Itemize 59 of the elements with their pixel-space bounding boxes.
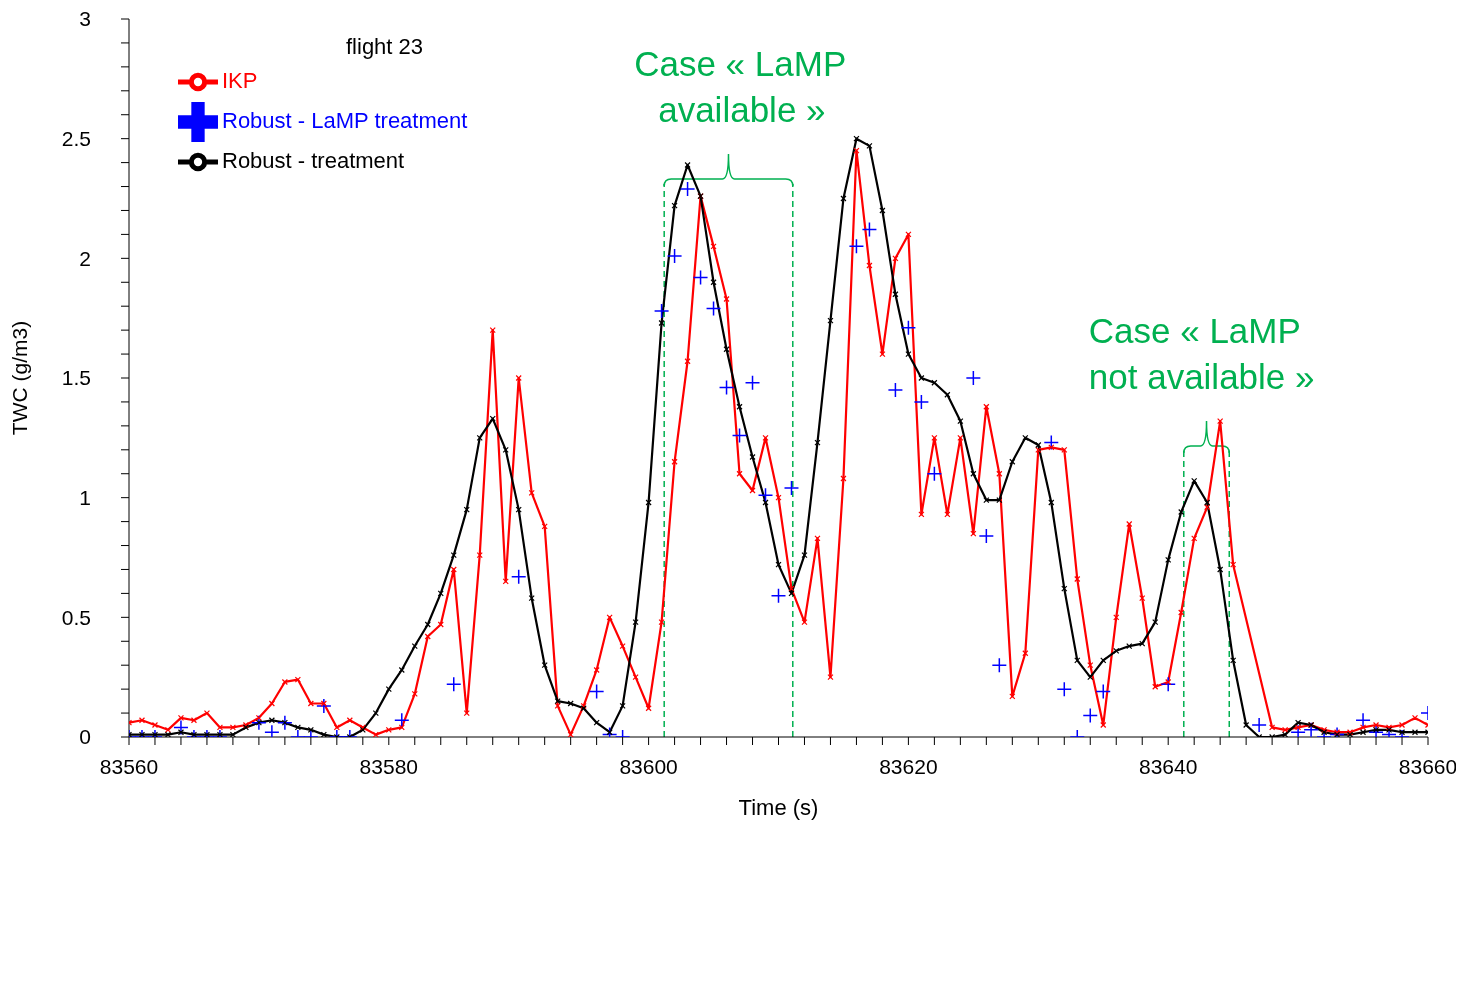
x-tick-label: 83600 bbox=[619, 754, 678, 778]
point bbox=[1355, 712, 1371, 728]
point bbox=[588, 683, 605, 700]
point bbox=[718, 379, 735, 396]
x-tick-label: 83580 bbox=[359, 754, 418, 778]
y-tick-label: 2.5 bbox=[61, 127, 91, 151]
y-tick-label: 3 bbox=[79, 7, 91, 31]
point bbox=[1056, 681, 1073, 697]
annotation: Case « LaMP available » bbox=[634, 44, 847, 129]
legend-label: Robust - treatment bbox=[222, 147, 405, 173]
point bbox=[900, 319, 917, 336]
point bbox=[264, 724, 280, 737]
point bbox=[705, 300, 722, 317]
point bbox=[913, 394, 930, 410]
point bbox=[978, 528, 995, 544]
point bbox=[1251, 717, 1267, 733]
point bbox=[991, 657, 1008, 673]
point bbox=[848, 238, 865, 255]
y-tick-label: 0.5 bbox=[61, 605, 91, 629]
x-tick-label: 83560 bbox=[99, 754, 159, 778]
point bbox=[783, 480, 800, 496]
x-tick-label: 83660 bbox=[1398, 754, 1458, 778]
point bbox=[1095, 683, 1111, 700]
point bbox=[770, 588, 787, 604]
point bbox=[965, 370, 982, 386]
point bbox=[653, 303, 670, 319]
point bbox=[316, 698, 332, 714]
point bbox=[757, 487, 774, 504]
x-tick-label: 83620 bbox=[879, 754, 938, 778]
y-tick-label: 1.5 bbox=[61, 366, 91, 390]
y-axis-title: TWC (g/m3) bbox=[8, 320, 32, 436]
point bbox=[1160, 676, 1176, 693]
legend-label: Robust - LaMP treatment bbox=[222, 107, 468, 133]
point bbox=[666, 248, 683, 264]
annotation: Case « LaMP not available » bbox=[1088, 311, 1315, 396]
y-tick-label: 2 bbox=[79, 246, 91, 270]
point bbox=[446, 676, 462, 693]
point bbox=[1303, 722, 1319, 737]
point bbox=[861, 221, 878, 238]
point bbox=[394, 712, 410, 728]
point bbox=[1082, 707, 1099, 724]
point bbox=[731, 427, 748, 444]
point bbox=[251, 714, 267, 731]
legend-label: IKP bbox=[222, 67, 258, 93]
point bbox=[926, 465, 943, 482]
point bbox=[744, 375, 761, 391]
point bbox=[1043, 434, 1060, 451]
point bbox=[887, 382, 904, 398]
x-tick-label: 83640 bbox=[1139, 754, 1198, 778]
y-tick-label: 1 bbox=[79, 486, 91, 510]
point bbox=[510, 568, 527, 585]
point bbox=[277, 714, 293, 731]
x-axis-title: Time (s) bbox=[738, 795, 819, 820]
point bbox=[1368, 724, 1384, 737]
point bbox=[1290, 724, 1306, 737]
legend-title: flight 23 bbox=[346, 34, 425, 60]
point bbox=[679, 181, 696, 197]
y-tick-label: 0 bbox=[79, 725, 91, 749]
point bbox=[692, 269, 709, 286]
